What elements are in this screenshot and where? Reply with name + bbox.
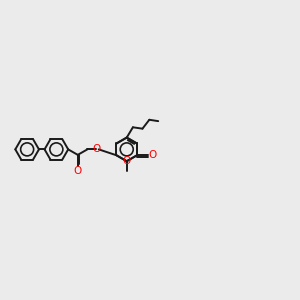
Text: O: O: [92, 144, 100, 154]
Text: O: O: [123, 156, 131, 166]
Text: O: O: [148, 150, 156, 160]
Text: O: O: [74, 166, 82, 176]
